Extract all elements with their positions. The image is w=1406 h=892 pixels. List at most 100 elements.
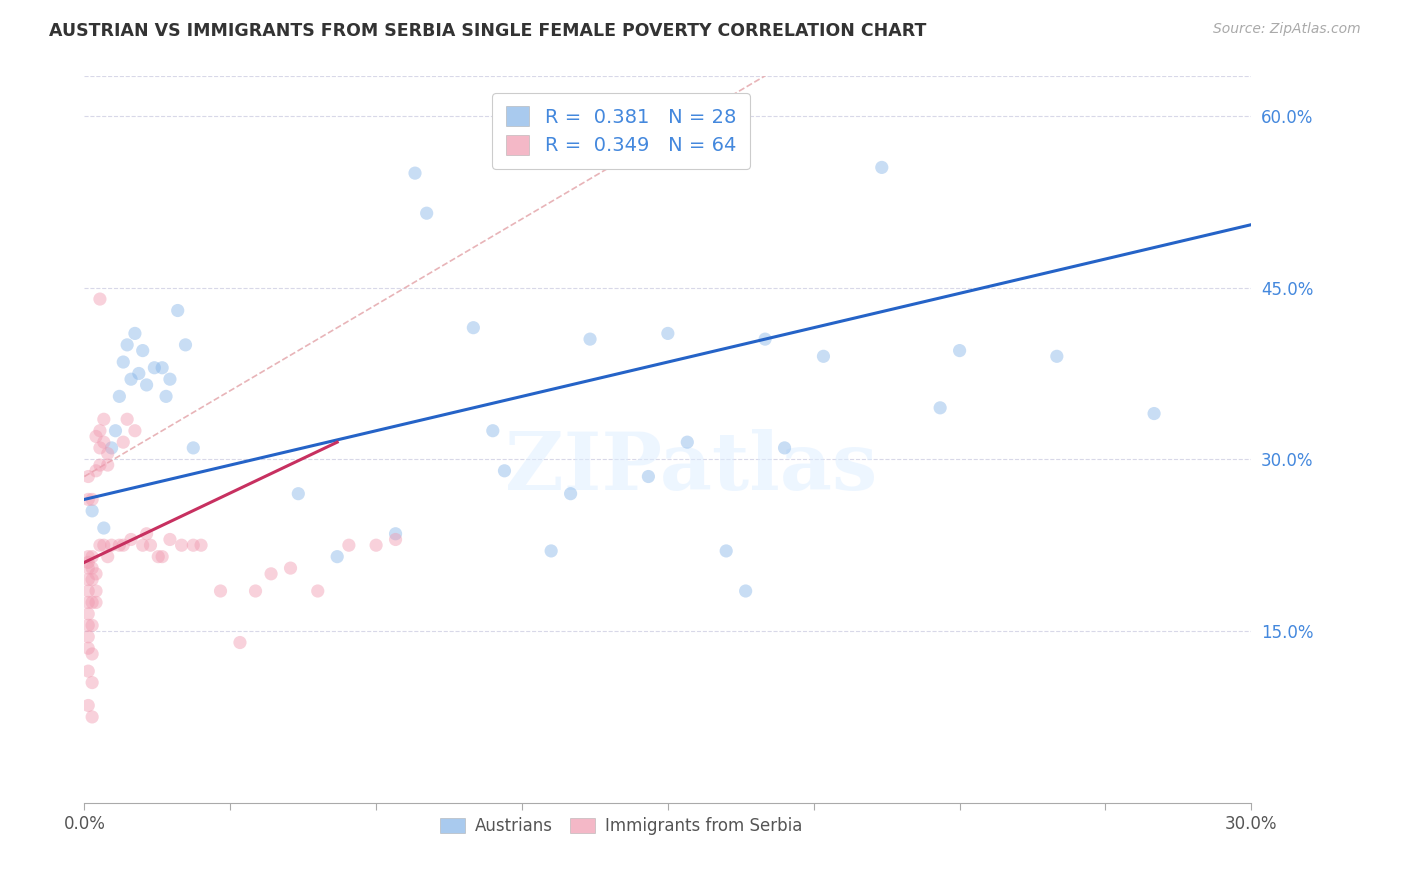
Point [209,584,232,599]
Point [716,544,738,558]
Point [108,389,131,403]
Point [77,549,100,564]
Point [82,675,104,690]
Point [112,355,135,369]
Point [77,618,100,632]
Point [100,538,122,552]
Point [120,372,142,386]
Point [384,533,406,547]
Point [415,206,437,220]
Point [135,378,157,392]
Point [89,292,111,306]
Point [112,435,135,450]
Point [245,584,267,599]
Point [1143,407,1166,421]
Point [115,338,138,352]
Point [181,538,204,552]
Point [77,492,100,507]
Point [124,424,146,438]
Point [82,618,104,632]
Point [82,573,104,587]
Point [77,607,100,621]
Point [229,635,252,649]
Point [676,435,699,450]
Point [93,538,115,552]
Point [93,412,115,426]
Point [540,544,562,558]
Point [120,533,142,547]
Point [579,332,602,346]
Point [337,538,360,552]
Point [77,630,100,644]
Point [112,538,135,552]
Point [404,166,426,180]
Point [813,349,835,363]
Text: AUSTRIAN VS IMMIGRANTS FROM SERBIA SINGLE FEMALE POVERTY CORRELATION CHART: AUSTRIAN VS IMMIGRANTS FROM SERBIA SINGL… [49,22,927,40]
Point [170,538,193,552]
Point [77,595,100,609]
Point [77,469,100,483]
Point [326,549,349,564]
Point [89,538,111,552]
Point [104,424,127,438]
Point [84,429,107,443]
Point [89,441,111,455]
Point [773,441,796,455]
Point [128,367,150,381]
Point [77,555,100,569]
Text: ZIPatlas: ZIPatlas [505,429,877,508]
Point [139,538,162,552]
Point [77,573,100,587]
Point [307,584,329,599]
Point [949,343,972,358]
Point [124,326,146,341]
Point [150,549,173,564]
Legend: Austrians, Immigrants from Serbia: Austrians, Immigrants from Serbia [433,811,808,842]
Point [100,441,122,455]
Point [637,469,659,483]
Point [84,566,107,581]
Point [159,533,181,547]
Point [97,447,120,461]
Point [657,326,679,341]
Point [366,538,388,552]
Point [166,303,188,318]
Point [754,332,776,346]
Point [143,360,166,375]
Point [174,338,197,352]
Point [463,320,485,334]
Point [77,561,100,575]
Point [482,424,505,438]
Point [77,584,100,599]
Point [159,372,181,386]
Point [82,710,104,724]
Point [77,641,100,656]
Point [1046,349,1069,363]
Point [150,360,173,375]
Point [84,584,107,599]
Point [148,549,170,564]
Point [384,526,406,541]
Point [89,458,111,472]
Point [734,584,756,599]
Point [135,526,157,541]
Point [93,435,115,450]
Text: Source: ZipAtlas.com: Source: ZipAtlas.com [1213,22,1361,37]
Point [190,538,212,552]
Point [260,566,283,581]
Point [89,424,111,438]
Point [82,549,104,564]
Point [77,698,100,713]
Point [560,486,582,500]
Point [108,538,131,552]
Point [494,464,516,478]
Point [155,389,177,403]
Point [280,561,302,575]
Point [84,464,107,478]
Point [287,486,309,500]
Point [77,664,100,678]
Point [929,401,952,415]
Point [93,521,115,535]
Point [181,441,204,455]
Point [82,504,104,518]
